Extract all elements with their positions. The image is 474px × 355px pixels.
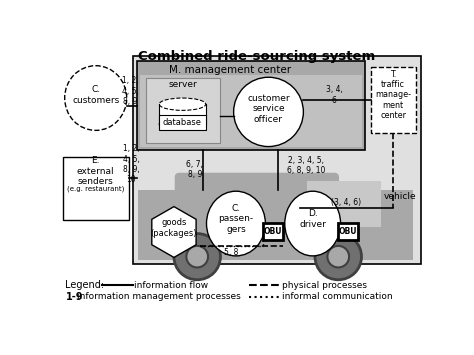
Text: (e.g. restaurant): (e.g. restaurant) xyxy=(67,186,124,192)
Text: server: server xyxy=(168,80,197,89)
Bar xyxy=(263,223,283,240)
Ellipse shape xyxy=(174,234,220,280)
Bar xyxy=(137,61,365,149)
Text: D.
driver: D. driver xyxy=(299,209,326,229)
Bar xyxy=(146,78,219,143)
Ellipse shape xyxy=(64,66,127,130)
Bar xyxy=(381,212,413,239)
Text: Combined ride-sourcing system: Combined ride-sourcing system xyxy=(138,50,375,63)
Bar xyxy=(371,67,416,133)
Text: 6, 7,
8, 9: 6, 7, 8, 9 xyxy=(186,160,203,179)
Text: information flow: information flow xyxy=(135,281,209,290)
Bar xyxy=(63,157,129,220)
Text: OBU: OBU xyxy=(339,227,357,236)
Text: information management processes: information management processes xyxy=(77,292,241,301)
Bar xyxy=(307,181,381,228)
Text: physical processes: physical processes xyxy=(282,281,367,290)
Text: (3, 4, 6): (3, 4, 6) xyxy=(331,198,361,207)
Ellipse shape xyxy=(285,191,341,256)
Text: 2, 3, 4, 5,
6, 8, 9, 10: 2, 3, 4, 5, 6, 8, 9, 10 xyxy=(286,156,325,175)
Text: informal communication: informal communication xyxy=(282,292,392,301)
Bar xyxy=(140,75,362,147)
Text: M. management center: M. management center xyxy=(169,65,291,75)
Text: C.
passen-
gers: C. passen- gers xyxy=(219,204,254,234)
Ellipse shape xyxy=(328,246,349,267)
FancyBboxPatch shape xyxy=(175,173,339,224)
Ellipse shape xyxy=(207,191,265,256)
Text: customer
service
officer: customer service officer xyxy=(247,94,290,124)
Text: 3, 4,
6: 3, 4, 6 xyxy=(326,85,343,105)
Text: E.
external
senders: E. external senders xyxy=(77,156,115,186)
Text: database: database xyxy=(163,118,202,127)
Text: OBU: OBU xyxy=(264,227,283,236)
Text: 5, 8: 5, 8 xyxy=(224,248,238,257)
Ellipse shape xyxy=(186,246,208,267)
Text: C.
customers: C. customers xyxy=(72,85,119,105)
Bar xyxy=(159,115,206,130)
Bar xyxy=(338,223,358,240)
Ellipse shape xyxy=(159,98,206,110)
Text: 1-9: 1-9 xyxy=(65,292,83,302)
Text: vehicle: vehicle xyxy=(384,192,417,201)
Bar xyxy=(133,56,421,264)
Text: Legend:: Legend: xyxy=(65,280,105,290)
Text: 1, 2,
4, 5,
8, 9,
10: 1, 2, 4, 5, 8, 9, 10 xyxy=(123,144,140,184)
Ellipse shape xyxy=(159,118,206,130)
Bar xyxy=(159,104,206,124)
Text: 1, 2,
4, 5,
8, 9: 1, 2, 4, 5, 8, 9 xyxy=(122,76,139,106)
Ellipse shape xyxy=(234,77,303,147)
Bar xyxy=(138,190,413,260)
Ellipse shape xyxy=(315,234,362,280)
Polygon shape xyxy=(152,207,196,257)
Text: T.
traffic
manage-
ment
center: T. traffic manage- ment center xyxy=(375,70,411,120)
Text: goods
(packages): goods (packages) xyxy=(151,218,197,238)
